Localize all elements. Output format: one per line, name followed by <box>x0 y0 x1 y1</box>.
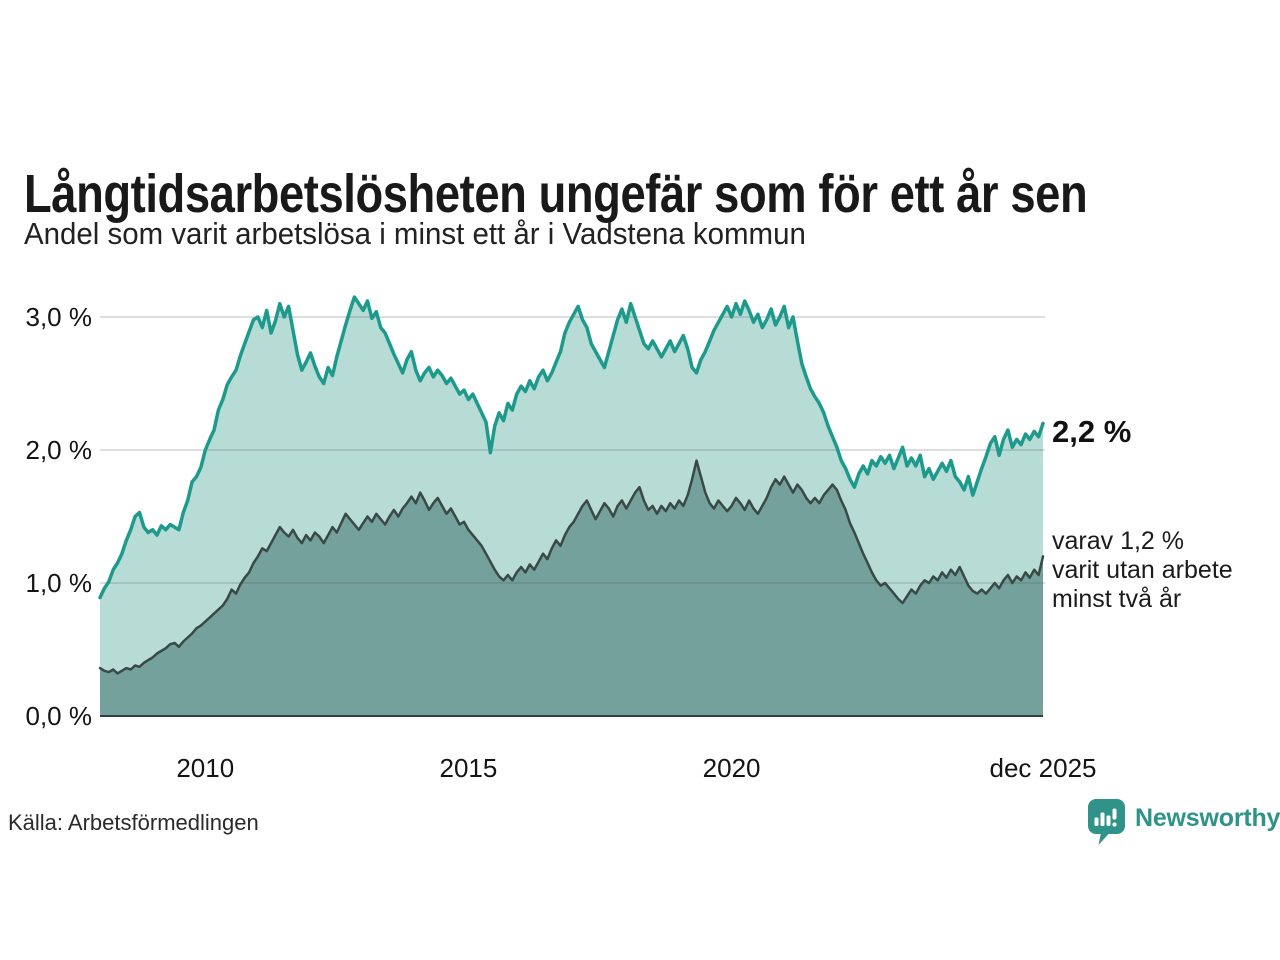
newsworthy-wordmark: Newsworthy <box>1135 804 1280 832</box>
latest-value-label: 2,2 % <box>1052 414 1132 449</box>
newsworthy-badge-icon <box>1088 799 1125 845</box>
y-tick-label: 1,0 % <box>26 568 93 598</box>
y-tick-label: 2,0 % <box>26 435 93 465</box>
source-attribution: Källa: Arbetsförmedlingen <box>8 810 259 835</box>
secondary-series-label-line2: varit utan arbete <box>1052 556 1233 584</box>
page-title: Långtidsarbetslösheten ungefär som för e… <box>24 164 1088 225</box>
page-subtitle: Andel som varit arbetslösa i minst ett å… <box>24 216 806 251</box>
x-tick-label: 2020 <box>703 753 761 783</box>
x-tick-label: 2010 <box>176 753 234 783</box>
newsworthy-logo: Newsworthy <box>1086 798 1280 848</box>
secondary-series-label: varav 1,2 % varit utan arbete minst två … <box>1052 527 1233 614</box>
x-tick-label: dec 2025 <box>990 753 1097 783</box>
y-tick-label: 3,0 % <box>26 302 93 332</box>
secondary-series-label-line3: minst två år <box>1052 585 1182 613</box>
x-tick-label: 2015 <box>440 753 498 783</box>
y-tick-label: 0,0 % <box>26 701 93 731</box>
secondary-series-label-line1: varav 1,2 % <box>1052 527 1185 555</box>
